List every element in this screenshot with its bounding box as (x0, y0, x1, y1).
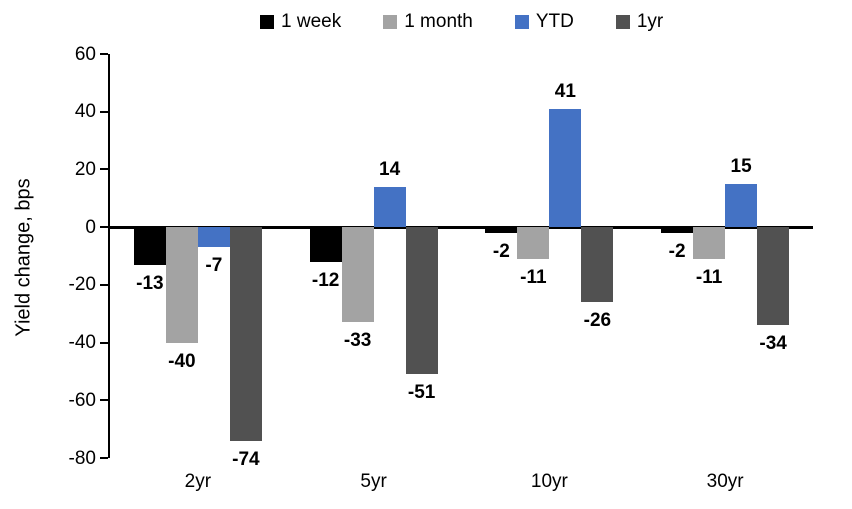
bar-1-month-10yr (517, 227, 550, 259)
y-tick-label: -60 (68, 389, 96, 411)
category-label-2yr: 2yr (184, 471, 212, 492)
legend-label: YTD (535, 11, 574, 32)
value-label: -13 (136, 272, 164, 294)
y-axis-tick (100, 168, 108, 171)
legend-item-1-week: 1 week (260, 11, 341, 33)
legend-swatch-icon (383, 15, 398, 29)
bar-1-week-5yr (309, 227, 342, 262)
value-label: -51 (407, 382, 436, 404)
y-axis-tick (100, 226, 108, 229)
bar-YTD-5yr (373, 186, 406, 228)
y-tick-label: -20 (68, 274, 96, 296)
value-label: 41 (554, 80, 576, 102)
category-label-5yr: 5yr (360, 471, 387, 492)
y-axis-tick (100, 110, 108, 113)
bar-YTD-10yr (549, 108, 582, 228)
category-label-30yr: 30yr (706, 471, 744, 492)
value-label: -34 (759, 333, 787, 355)
bar-YTD-2yr (197, 227, 230, 248)
value-label: -40 (168, 350, 196, 372)
y-axis-tick (100, 399, 108, 402)
value-label: -2 (668, 240, 686, 262)
y-tick-label: 0 (85, 216, 96, 238)
zero-axis-line (110, 225, 813, 229)
bar-1yr-2yr (229, 227, 262, 441)
y-tick-label: -80 (68, 447, 96, 469)
legend-item-1yr: 1yr (615, 11, 664, 33)
value-label: -26 (583, 310, 612, 332)
legend-swatch-icon (615, 15, 630, 29)
y-axis-title: Yield change, bps (12, 178, 35, 337)
bar-1yr-10yr (581, 227, 614, 303)
y-tick-label: -40 (68, 332, 96, 354)
y-tick-label: 20 (74, 158, 96, 180)
bar-1yr-30yr (757, 227, 790, 326)
bar-1-week-2yr (133, 227, 166, 265)
legend-label: 1 week (281, 11, 342, 32)
y-tick-label: 60 (74, 43, 96, 65)
category-label-10yr: 10yr (530, 471, 568, 492)
value-label: -2 (492, 240, 510, 262)
legend-swatch-icon (514, 15, 529, 29)
y-axis-tick (100, 341, 108, 344)
y-axis-line (108, 54, 110, 458)
y-axis-tick (100, 53, 108, 55)
bar-1-week-30yr (661, 227, 694, 233)
bar-1yr-5yr (405, 227, 438, 375)
legend-label: 1 month (404, 11, 473, 32)
bar-1-month-5yr (341, 227, 374, 323)
bar-1-month-30yr (693, 227, 726, 259)
bar-YTD-30yr (725, 183, 758, 228)
chart-legend: 1 week 1 month YTD 1yr (260, 11, 663, 33)
legend-swatch-icon (260, 15, 274, 29)
value-label: -74 (232, 448, 260, 470)
value-label: -11 (520, 266, 547, 288)
value-label: 14 (379, 158, 401, 180)
value-label: -11 (695, 266, 723, 288)
value-label: -7 (205, 255, 223, 277)
y-tick-label: 40 (74, 101, 96, 123)
value-label: 15 (730, 155, 752, 177)
value-label: -33 (343, 330, 372, 352)
y-axis-tick (100, 283, 108, 286)
value-label: -12 (311, 269, 340, 291)
y-axis-tick (100, 457, 108, 459)
legend-label: 1yr (636, 11, 664, 32)
legend-item-YTD: YTD (514, 11, 574, 33)
bar-1-month-2yr (165, 227, 198, 343)
legend-item-1-month: 1 month (383, 11, 473, 33)
bar-1-week-10yr (485, 227, 518, 233)
